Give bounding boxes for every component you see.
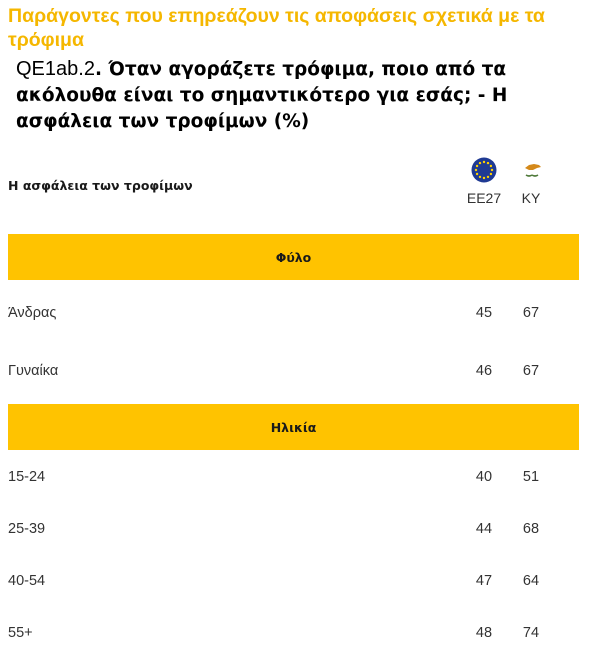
eu-star-icon	[478, 161, 482, 165]
table-row: 55+ 48 74	[0, 625, 608, 649]
table-row: 40-54 47 64	[0, 573, 608, 597]
row-label: 40-54	[8, 573, 46, 589]
eu-flag-icon	[471, 157, 497, 183]
row-label: Γυναίκα	[8, 363, 59, 379]
cyprus-flag-icon	[525, 164, 541, 177]
value-ky: 67	[522, 305, 540, 321]
value-eu27: 44	[475, 521, 493, 537]
eu-star-icon	[489, 164, 493, 168]
value-ky: 68	[522, 521, 540, 537]
row-label: 25-39	[8, 521, 46, 537]
eu-star-icon	[475, 172, 479, 176]
value-eu27: 45	[475, 305, 493, 321]
value-ky: 64	[522, 573, 540, 589]
column-header-ky: ΚΥ	[521, 190, 541, 206]
table-row: Άνδρας 45 67	[0, 305, 608, 329]
eu-star-icon	[475, 164, 479, 168]
value-eu27: 40	[475, 469, 493, 485]
question-text: QE1ab.2. Όταν αγοράζετε τρόφιμα, ποιο απ…	[16, 56, 596, 135]
table-row: 15-24 40 51	[0, 469, 608, 493]
column-header-eu27: ΕΕ27	[466, 190, 502, 206]
section-title-gender: Φύλο	[275, 249, 312, 265]
eu-star-icon	[482, 176, 486, 180]
value-ky: 74	[522, 625, 540, 641]
section-band-gender: Φύλο	[8, 234, 579, 280]
table-subheader: Η ασφάλεια των τροφίμων	[8, 178, 193, 193]
table-row: Γυναίκα 46 67	[0, 363, 608, 387]
value-eu27: 47	[475, 573, 493, 589]
question-body: . Όταν αγοράζετε τρόφιμα, ποιο από τα ακ…	[16, 59, 508, 132]
eu-star-icon	[486, 161, 490, 165]
eu-star-icon	[482, 160, 486, 164]
eu-star-icon	[486, 175, 490, 179]
section-band-age: Ηλικία	[8, 404, 579, 450]
row-label: Άνδρας	[8, 305, 57, 321]
eu-star-icon	[490, 168, 494, 172]
row-label: 55+	[8, 625, 33, 641]
value-ky: 67	[522, 363, 540, 379]
section-title-age: Ηλικία	[270, 419, 317, 435]
eu-star-icon	[478, 175, 482, 179]
value-eu27: 46	[475, 363, 493, 379]
value-eu27: 48	[475, 625, 493, 641]
eu-star-icon	[489, 172, 493, 176]
page-title: Παράγοντες που επηρεάζουν τις αποφάσεις …	[8, 5, 545, 51]
value-ky: 51	[522, 469, 540, 485]
table-row: 25-39 44 68	[0, 521, 608, 545]
row-label: 15-24	[8, 469, 46, 485]
question-code: QE1ab.2	[16, 58, 95, 80]
eu-star-icon	[474, 168, 478, 172]
